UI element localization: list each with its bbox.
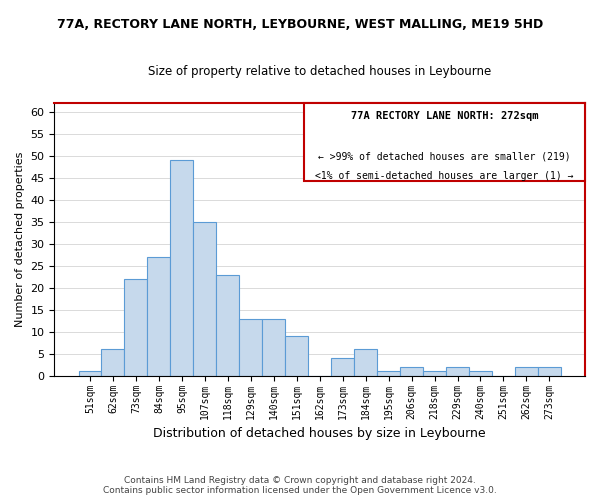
Bar — [446, 367, 469, 376]
Text: Contains HM Land Registry data © Crown copyright and database right 2024.
Contai: Contains HM Land Registry data © Crown c… — [103, 476, 497, 495]
FancyBboxPatch shape — [304, 103, 585, 180]
Bar — [79, 372, 101, 376]
Bar — [469, 372, 492, 376]
Bar — [170, 160, 193, 376]
Bar — [239, 318, 262, 376]
Bar — [193, 222, 217, 376]
Bar — [331, 358, 354, 376]
Bar — [148, 257, 170, 376]
Bar — [217, 274, 239, 376]
X-axis label: Distribution of detached houses by size in Leybourne: Distribution of detached houses by size … — [154, 427, 486, 440]
Bar — [285, 336, 308, 376]
Y-axis label: Number of detached properties: Number of detached properties — [15, 152, 25, 327]
Bar — [423, 372, 446, 376]
Bar — [354, 350, 377, 376]
Text: 77A, RECTORY LANE NORTH, LEYBOURNE, WEST MALLING, ME19 5HD: 77A, RECTORY LANE NORTH, LEYBOURNE, WEST… — [57, 18, 543, 30]
Text: ← >99% of detached houses are smaller (219): ← >99% of detached houses are smaller (2… — [318, 152, 571, 162]
Bar — [377, 372, 400, 376]
Bar — [124, 279, 148, 376]
Title: Size of property relative to detached houses in Leybourne: Size of property relative to detached ho… — [148, 65, 491, 78]
Bar — [262, 318, 285, 376]
Text: <1% of semi-detached houses are larger (1) →: <1% of semi-detached houses are larger (… — [315, 171, 574, 181]
Bar — [101, 350, 124, 376]
Bar — [538, 367, 561, 376]
Bar — [400, 367, 423, 376]
Text: 77A RECTORY LANE NORTH: 272sqm: 77A RECTORY LANE NORTH: 272sqm — [350, 111, 538, 121]
Bar — [515, 367, 538, 376]
